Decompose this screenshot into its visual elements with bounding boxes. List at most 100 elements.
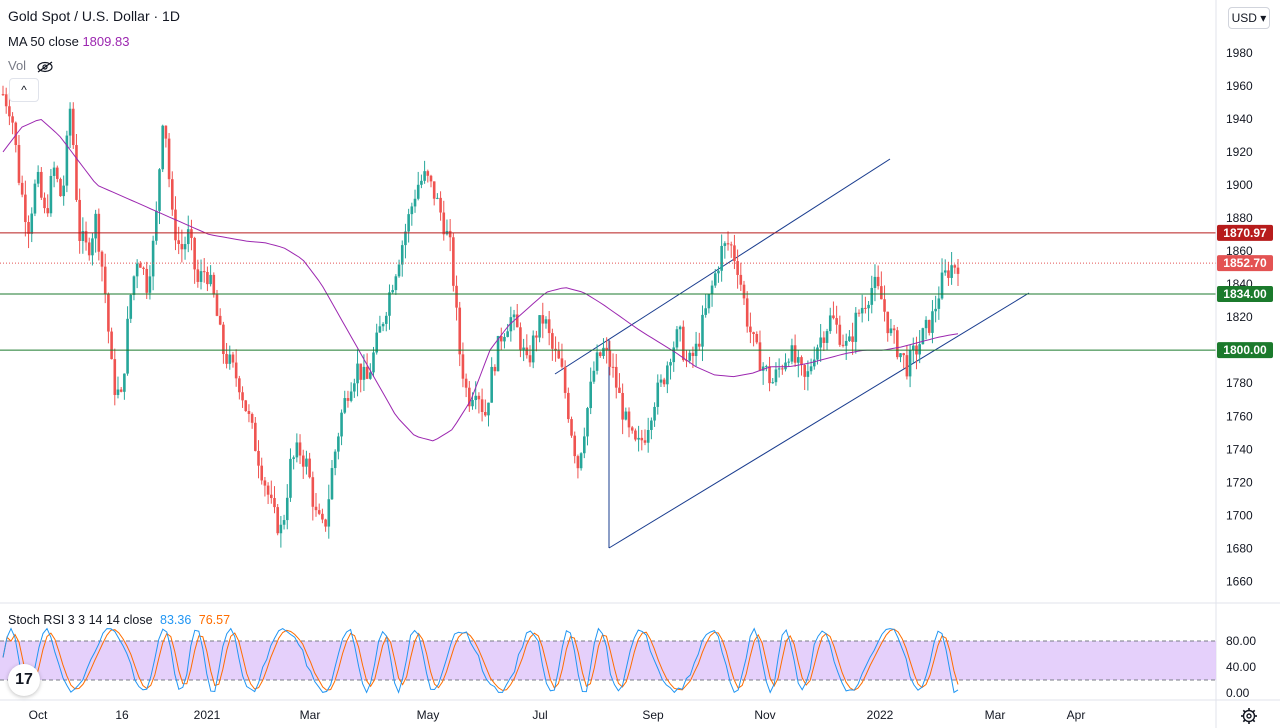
candle-body [525, 347, 529, 356]
candle-body [672, 347, 676, 363]
candle-body [87, 242, 91, 256]
candle-body [908, 350, 912, 377]
candle-body [835, 318, 838, 325]
candle-body [557, 350, 561, 359]
candle-body [132, 276, 136, 295]
level-price-label: 1870.97 [1223, 226, 1267, 240]
candle-body [359, 363, 363, 380]
candle-body [397, 264, 401, 277]
candle-body [177, 240, 180, 244]
collapse-legend-button[interactable]: ^ [9, 78, 39, 102]
candle-body [206, 272, 209, 285]
candle-body [196, 269, 200, 282]
candle-body [675, 329, 679, 348]
candle-body [458, 307, 462, 355]
stoch-tick-label: 40.00 [1226, 660, 1256, 674]
time-tick-label: Oct [29, 708, 48, 722]
candle-body [848, 336, 851, 341]
price-tick-label: 1780 [1226, 376, 1253, 390]
candle-body [838, 324, 842, 345]
candle-body [627, 411, 631, 428]
candle-body [52, 167, 56, 176]
stoch-k-line [2, 627, 959, 694]
stoch-tick-label: 0.00 [1226, 686, 1250, 700]
candle-body [340, 412, 343, 437]
candle-body [873, 276, 877, 288]
candle-body [394, 276, 398, 291]
candle-body [183, 244, 187, 250]
candle-body [758, 342, 762, 371]
candle-body [729, 244, 733, 246]
candle-body [333, 451, 337, 469]
level-price-label: 1800.00 [1223, 343, 1267, 357]
candle-body [375, 332, 378, 353]
price-tick-label: 1660 [1226, 574, 1253, 588]
candle-body [65, 135, 69, 186]
candle-body [49, 175, 53, 214]
candle-body [8, 106, 11, 117]
candle-body [212, 274, 216, 295]
candle-body [84, 231, 88, 243]
candle-body [851, 336, 854, 342]
price-tick-label: 1700 [1226, 508, 1253, 522]
candle-body [436, 197, 439, 199]
candle-body [896, 330, 899, 358]
candle-body [407, 214, 410, 232]
candles [1, 85, 960, 548]
candle-body [563, 366, 567, 393]
candle-body [477, 395, 481, 400]
candle-body [713, 273, 717, 286]
candle-body [598, 352, 602, 356]
level-price-tag [1217, 255, 1273, 272]
vol-legend: Vol [8, 58, 54, 73]
tradingview-logo-icon[interactable]: 17 [8, 664, 40, 696]
candle-body [161, 125, 164, 170]
level-price-tag [1217, 286, 1273, 302]
candle-body [560, 358, 564, 367]
level-price-label: 1852.70 [1223, 256, 1267, 270]
candle-body [55, 167, 59, 179]
candle-body [947, 270, 950, 278]
candle-body [135, 263, 139, 277]
candle-body [490, 366, 493, 403]
candle-body [215, 294, 219, 316]
candle-body [844, 340, 848, 346]
candle-body [362, 366, 366, 380]
candle-body [918, 344, 921, 355]
candle-body [531, 335, 535, 363]
candle-body [228, 354, 232, 364]
candle-body [643, 440, 647, 443]
candle-body [439, 197, 442, 213]
candle-body [321, 513, 324, 520]
candle-body [30, 213, 34, 234]
candle-body [400, 245, 404, 265]
gear-icon[interactable] [1240, 707, 1258, 725]
candle-body [806, 371, 810, 377]
candle-body [263, 480, 267, 486]
candle-body [330, 468, 334, 500]
candle-body [337, 436, 340, 452]
candle-body [24, 194, 27, 223]
candle-body [634, 430, 637, 440]
candle-body [931, 311, 934, 333]
candle-body [618, 387, 621, 393]
candle-body [461, 354, 465, 379]
time-tick-label: Sep [642, 708, 664, 722]
candle-body [103, 266, 107, 295]
candle-body [602, 347, 605, 356]
currency-select[interactable]: USD ▾ [1228, 7, 1270, 29]
candle-body [238, 378, 241, 393]
candle-body [317, 510, 321, 514]
candle-body [384, 315, 388, 324]
candle-body [139, 263, 142, 268]
candle-body [257, 450, 260, 466]
candle-body [800, 357, 803, 366]
candle-body [225, 354, 228, 364]
candle-body [841, 344, 845, 346]
candle-body [151, 240, 155, 277]
eye-crossed-icon[interactable] [36, 61, 54, 73]
level-price-label: 1834.00 [1223, 287, 1267, 301]
candle-body [353, 383, 356, 392]
candle-body [883, 299, 886, 312]
